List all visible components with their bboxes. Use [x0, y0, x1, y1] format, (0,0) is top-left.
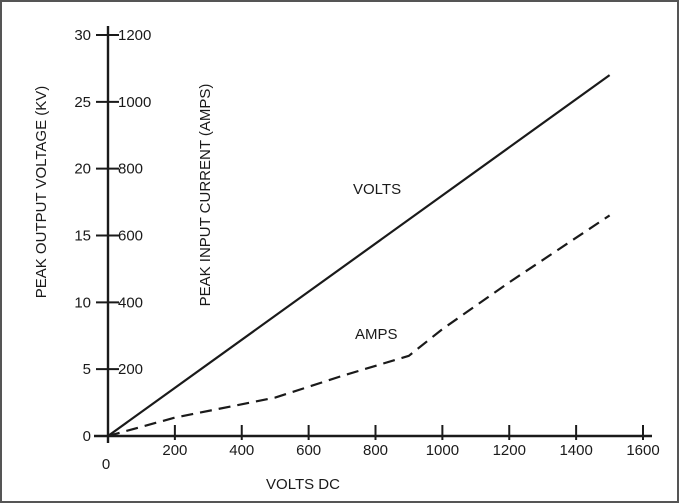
y-axis-right-label: PEAK INPUT CURRENT (AMPS): [197, 84, 214, 307]
y-left-tick-label: 0: [83, 428, 91, 445]
x-tick-label: 600: [296, 442, 321, 459]
y-left-tick-label: 15: [74, 228, 91, 245]
x-tick-label: 800: [363, 442, 388, 459]
chart-series: [107, 74, 611, 438]
x-tick-label: 400: [229, 442, 254, 459]
y-right-tick-label: 200: [118, 361, 143, 378]
y-left-tick-label: 25: [74, 94, 91, 111]
x-axis-label: VOLTS DC: [266, 476, 340, 493]
y-left-tick-label: 10: [74, 294, 91, 311]
y-left-tick-label: 30: [74, 27, 91, 44]
chart-axes: [94, 26, 652, 443]
x-tick-label: 1600: [626, 442, 659, 459]
series-line-volts: [107, 74, 611, 437]
series-label-volts: VOLTS: [353, 181, 401, 198]
x-tick-label: 0: [102, 456, 110, 473]
series-label-amps: AMPS: [355, 326, 398, 343]
y-left-tick-label: 5: [83, 361, 91, 378]
y-left-tick-label: 20: [74, 161, 91, 178]
y-right-tick-label: 800: [118, 161, 143, 178]
y-axis-left-label: PEAK OUTPUT VOLTAGE (KV): [33, 86, 50, 299]
chart-ticks: 0 200 400 600 800 1000 1200 1400 1600 0 5 10 15 20 25 3…: [74, 27, 659, 473]
series-line-amps: [107, 214, 611, 438]
y-right-tick-label: 1000: [118, 94, 151, 111]
y-right-tick-label: 600: [118, 228, 143, 245]
y-right-tick-label: 400: [118, 294, 143, 311]
x-tick-label: 1000: [426, 442, 459, 459]
x-tick-label: 1200: [493, 442, 526, 459]
y-right-tick-label: 1200: [118, 27, 151, 44]
x-tick-label: 1400: [559, 442, 592, 459]
x-tick-label: 200: [162, 442, 187, 459]
